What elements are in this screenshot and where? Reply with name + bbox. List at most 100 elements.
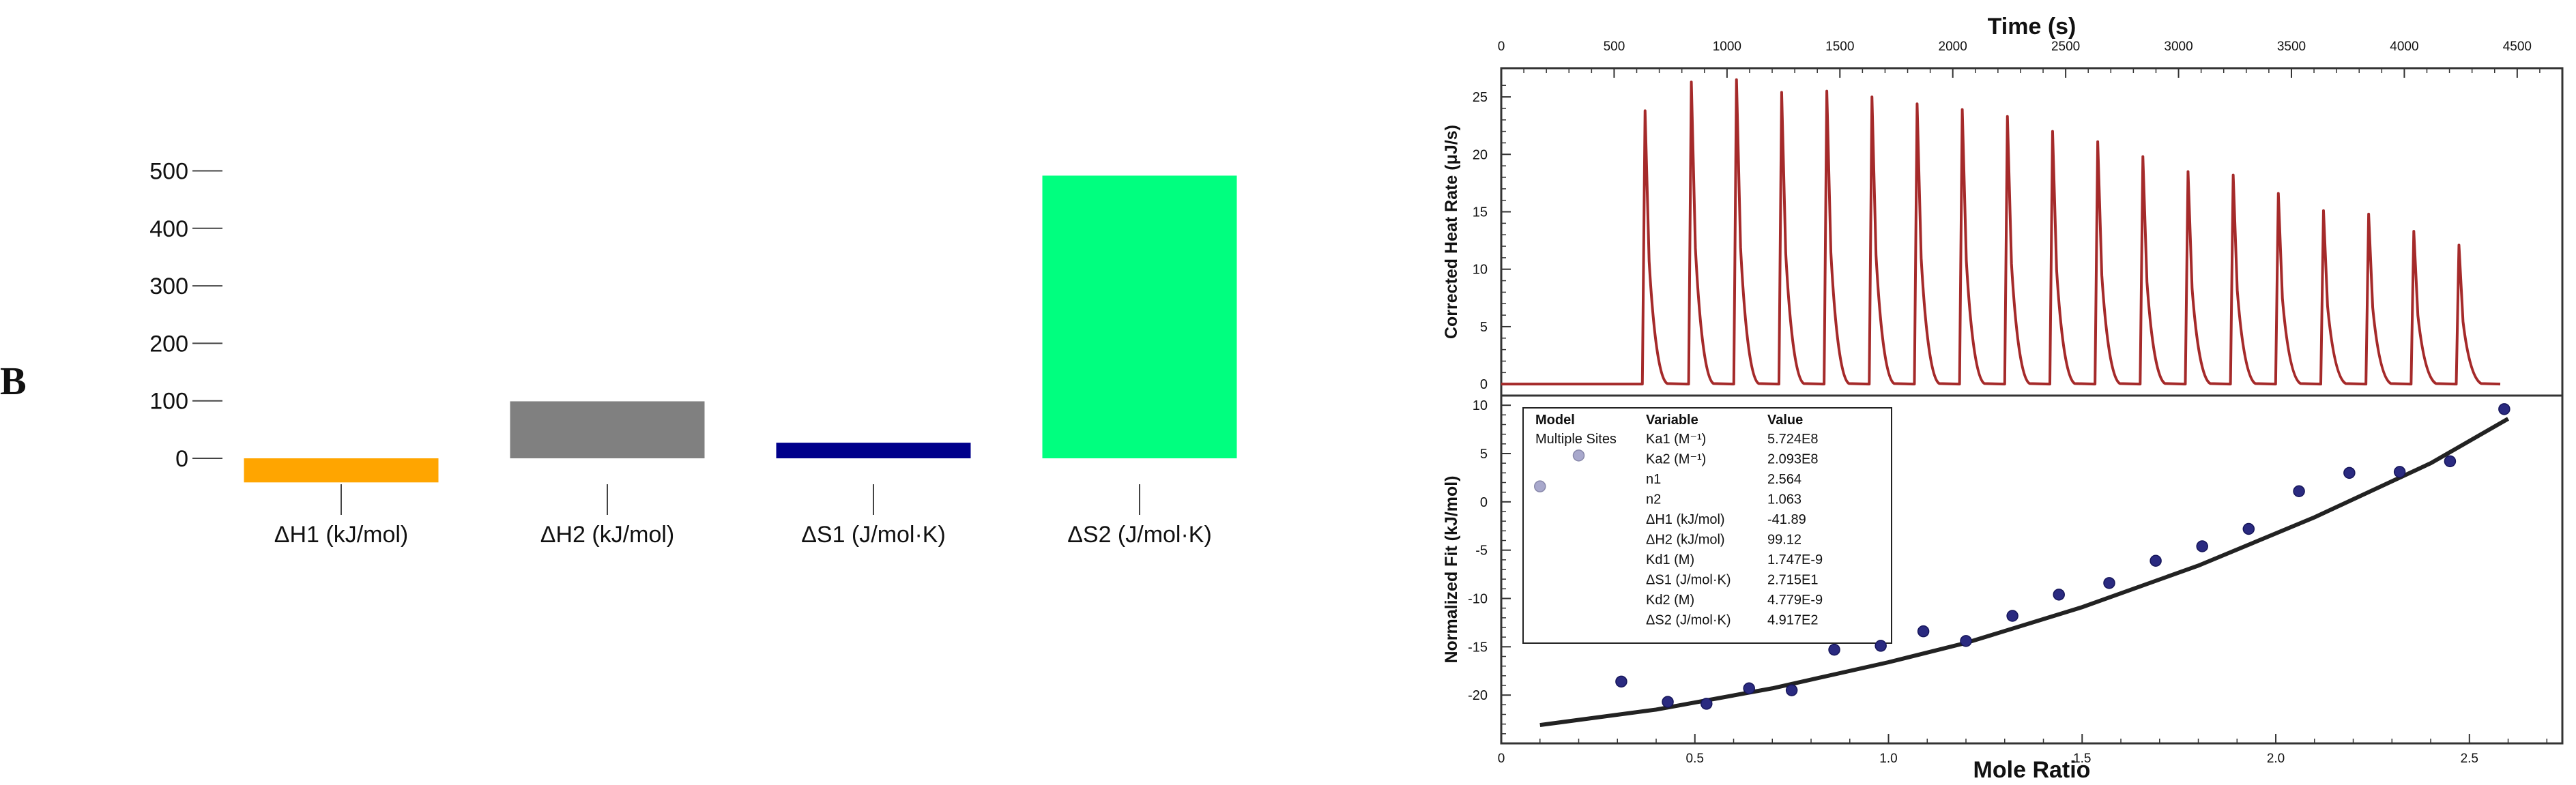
data-point — [1615, 675, 1627, 688]
y-axis-title: Corrected Heat Rate (μJ/s) — [1442, 125, 1461, 339]
legend-value: 1.063 — [1767, 492, 1801, 507]
x-tick-label: 3500 — [2277, 40, 2306, 54]
legend-value: 2.093E8 — [1767, 452, 1819, 467]
bar — [776, 443, 971, 458]
plot-frame — [1500, 67, 2564, 397]
legend-value: 1.747E-9 — [1767, 552, 1823, 567]
x-tick-label: 0.5 — [1686, 752, 1704, 766]
x-tick-label: 4500 — [2503, 40, 2532, 54]
legend-header: Variable — [1646, 413, 1698, 428]
data-point — [2053, 589, 2065, 601]
legend-model: Multiple Sites — [1535, 432, 1617, 447]
x-axis-title: Mole Ratio — [1973, 757, 2091, 782]
y-tick-label: 0 — [175, 446, 188, 472]
data-point — [2498, 403, 2510, 415]
data-point — [1701, 698, 1713, 710]
y-tick-label: 200 — [149, 331, 188, 357]
category-label: ΔS1 (J/mol·K) — [801, 522, 946, 548]
y-tick-label: 400 — [149, 216, 188, 242]
data-point — [2293, 485, 2305, 497]
data-point — [1828, 643, 1840, 656]
legend-header: Model — [1535, 413, 1575, 428]
y-tick-label: 20 — [1473, 147, 1488, 162]
y-tick-label: 5 — [1480, 447, 1488, 462]
category-label: ΔH2 (kJ/mol) — [540, 522, 675, 548]
y-tick-label: 25 — [1473, 90, 1488, 105]
y-axis-title: Normalized Fit (kJ/mol) — [1442, 475, 1461, 663]
legend-variable: Kd1 (M) — [1646, 552, 1694, 567]
y-tick-label: -5 — [1475, 544, 1488, 559]
x-tick-label: 1500 — [1825, 40, 1854, 54]
y-tick-label: 300 — [149, 273, 188, 299]
data-point — [2150, 554, 2162, 567]
y-tick-label: -10 — [1468, 592, 1488, 607]
x-tick-label: 1.5 — [2073, 752, 2091, 766]
y-tick-label: 0 — [1480, 377, 1488, 392]
y-tick-label: 100 — [149, 389, 188, 415]
legend-variable: ΔH1 (kJ/mol) — [1646, 512, 1725, 527]
legend-value: 2.715E1 — [1767, 573, 1819, 588]
legend-value: 4.779E-9 — [1767, 593, 1823, 608]
bar — [1042, 175, 1237, 458]
category-label: ΔH1 (kJ/mol) — [274, 522, 409, 548]
legend-box — [1522, 407, 1892, 644]
legend-variable: Ka1 (M⁻¹) — [1646, 432, 1706, 447]
data-point — [2343, 466, 2356, 479]
legend-variable: n2 — [1646, 492, 1661, 507]
x-tick-label: 1000 — [1713, 40, 1741, 54]
legend-variable: ΔS1 (J/mol·K) — [1646, 573, 1731, 588]
heat-rate-trace — [1501, 78, 2501, 386]
data-point — [2393, 466, 2406, 478]
bar — [244, 458, 439, 483]
x-tick-label: 0 — [1498, 40, 1505, 54]
legend-variable: Kd2 (M) — [1646, 593, 1694, 608]
fit-line — [1539, 417, 2510, 728]
legend-variable: n1 — [1646, 472, 1661, 487]
x-tick-label: 2.5 — [2461, 752, 2478, 766]
y-tick-label: 0 — [1480, 495, 1488, 510]
data-point — [1662, 696, 1674, 708]
bar-chart: 0 100 200 300 400 500 ΔH1 (kJ/mol) ΔH2 (kJ/mol)… — [149, 159, 1237, 548]
data-point — [2242, 522, 2255, 535]
data-point — [2196, 540, 2208, 552]
legend-value: 99.12 — [1767, 533, 1801, 548]
data-point — [1875, 640, 1887, 652]
y-tick-label: 15 — [1473, 205, 1488, 220]
x-axis-title: Time (s) — [1988, 14, 2076, 40]
x-tick-label: 2000 — [1939, 40, 1967, 54]
x-tick-label: 4000 — [2390, 40, 2418, 54]
data-point — [1960, 635, 1972, 647]
y-tick-label: 5 — [1480, 320, 1488, 335]
y-tick-label: -15 — [1468, 640, 1488, 655]
legend-value: 4.917E2 — [1767, 613, 1819, 628]
y-tick-label: 10 — [1473, 263, 1488, 278]
y-tick-label: 10 — [1473, 398, 1488, 413]
legend-variable: ΔH2 (kJ/mol) — [1646, 533, 1725, 548]
legend-variable: Ka2 (M⁻¹) — [1646, 452, 1706, 467]
y-tick-label: -20 — [1468, 688, 1488, 703]
legend-header: Value — [1767, 413, 1803, 428]
data-point — [1785, 684, 1798, 696]
data-point — [1917, 625, 1930, 638]
x-tick-label: 500 — [1604, 40, 1625, 54]
data-point — [1534, 480, 1546, 492]
heat-rate-chart: 0 500 1000 1500 2000 2500 3000 3500 4000 4500 Time… — [1442, 14, 2564, 397]
bar — [510, 401, 705, 458]
legend-value: 2.564 — [1767, 472, 1801, 487]
legend-variable: ΔS2 (J/mol·K) — [1646, 613, 1731, 628]
y-tick-label: 500 — [149, 159, 188, 185]
legend-value: -41.89 — [1767, 512, 1806, 527]
panel-label: B — [0, 359, 27, 403]
data-point — [1743, 682, 1755, 694]
normalized-fit-chart: 0 0.5 1.0 1.5 2.0 2.5 Mole Ratio 10 5 0 -5 -10 -15 -2… — [1442, 394, 2564, 783]
x-tick-label: 2500 — [2051, 40, 2080, 54]
data-point — [1572, 449, 1585, 462]
x-tick-label: 3000 — [2164, 40, 2193, 54]
data-point — [2444, 455, 2457, 468]
legend-value: 5.724E8 — [1767, 432, 1819, 447]
data-point — [2103, 577, 2115, 589]
data-point — [2006, 610, 2018, 622]
x-tick-label: 0 — [1498, 752, 1505, 766]
x-tick-label: 1.0 — [1879, 752, 1897, 766]
